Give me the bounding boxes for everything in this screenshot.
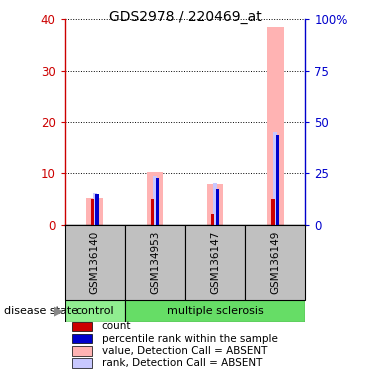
Bar bbox=[245, 225, 305, 300]
Bar bbox=[151, 199, 154, 225]
Text: ▶: ▶ bbox=[54, 304, 63, 317]
Bar bbox=[267, 27, 284, 225]
Bar bbox=[87, 198, 103, 225]
Text: multiple sclerosis: multiple sclerosis bbox=[167, 306, 263, 316]
Bar bbox=[125, 225, 185, 300]
Bar bbox=[65, 225, 125, 300]
Bar bbox=[271, 199, 275, 225]
Text: GDS2978 / 220469_at: GDS2978 / 220469_at bbox=[109, 10, 261, 23]
Text: GSM136149: GSM136149 bbox=[270, 230, 280, 294]
Text: GSM134953: GSM134953 bbox=[150, 230, 160, 294]
Bar bbox=[125, 300, 305, 322]
Bar bbox=[155, 179, 159, 225]
Bar bbox=[91, 199, 94, 225]
Text: count: count bbox=[102, 321, 131, 331]
Bar bbox=[206, 184, 223, 225]
Bar bbox=[213, 182, 217, 225]
Bar bbox=[95, 194, 99, 225]
Bar bbox=[65, 300, 125, 322]
Bar bbox=[276, 135, 279, 225]
Bar bbox=[216, 189, 219, 225]
Text: value, Detection Call = ABSENT: value, Detection Call = ABSENT bbox=[102, 346, 267, 356]
Bar bbox=[211, 214, 215, 225]
Text: GSM136140: GSM136140 bbox=[90, 230, 100, 294]
Text: rank, Detection Call = ABSENT: rank, Detection Call = ABSENT bbox=[102, 358, 262, 368]
Bar bbox=[93, 193, 97, 225]
Bar bbox=[147, 172, 164, 225]
Text: control: control bbox=[75, 306, 114, 316]
Text: disease state: disease state bbox=[4, 306, 78, 316]
Bar bbox=[273, 132, 277, 225]
Bar bbox=[153, 176, 157, 225]
Text: percentile rank within the sample: percentile rank within the sample bbox=[102, 334, 278, 344]
Bar bbox=[185, 225, 245, 300]
Text: GSM136147: GSM136147 bbox=[210, 230, 220, 294]
